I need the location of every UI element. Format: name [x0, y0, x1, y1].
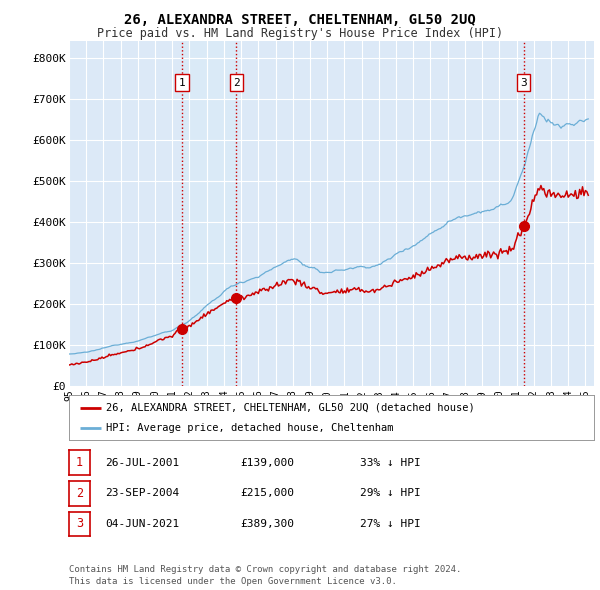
Text: 27% ↓ HPI: 27% ↓ HPI — [360, 519, 421, 529]
Text: 23-SEP-2004: 23-SEP-2004 — [105, 489, 179, 498]
Text: 26, ALEXANDRA STREET, CHELTENHAM, GL50 2UQ: 26, ALEXANDRA STREET, CHELTENHAM, GL50 2… — [124, 13, 476, 27]
Text: 2: 2 — [233, 78, 240, 88]
Text: 3: 3 — [520, 78, 527, 88]
Text: £389,300: £389,300 — [240, 519, 294, 529]
Text: 2: 2 — [76, 487, 83, 500]
Text: 29% ↓ HPI: 29% ↓ HPI — [360, 489, 421, 498]
Text: Contains HM Land Registry data © Crown copyright and database right 2024.: Contains HM Land Registry data © Crown c… — [69, 565, 461, 574]
Text: £139,000: £139,000 — [240, 458, 294, 467]
Text: 1: 1 — [179, 78, 185, 88]
Text: 1: 1 — [76, 456, 83, 469]
Text: This data is licensed under the Open Government Licence v3.0.: This data is licensed under the Open Gov… — [69, 577, 397, 586]
Text: Price paid vs. HM Land Registry's House Price Index (HPI): Price paid vs. HM Land Registry's House … — [97, 27, 503, 40]
Text: 3: 3 — [76, 517, 83, 530]
Text: 26, ALEXANDRA STREET, CHELTENHAM, GL50 2UQ (detached house): 26, ALEXANDRA STREET, CHELTENHAM, GL50 2… — [106, 403, 475, 412]
Text: HPI: Average price, detached house, Cheltenham: HPI: Average price, detached house, Chel… — [106, 424, 393, 434]
Text: 33% ↓ HPI: 33% ↓ HPI — [360, 458, 421, 467]
Text: 26-JUL-2001: 26-JUL-2001 — [105, 458, 179, 467]
Text: 04-JUN-2021: 04-JUN-2021 — [105, 519, 179, 529]
Text: £215,000: £215,000 — [240, 489, 294, 498]
Bar — [182, 41, 236, 386]
